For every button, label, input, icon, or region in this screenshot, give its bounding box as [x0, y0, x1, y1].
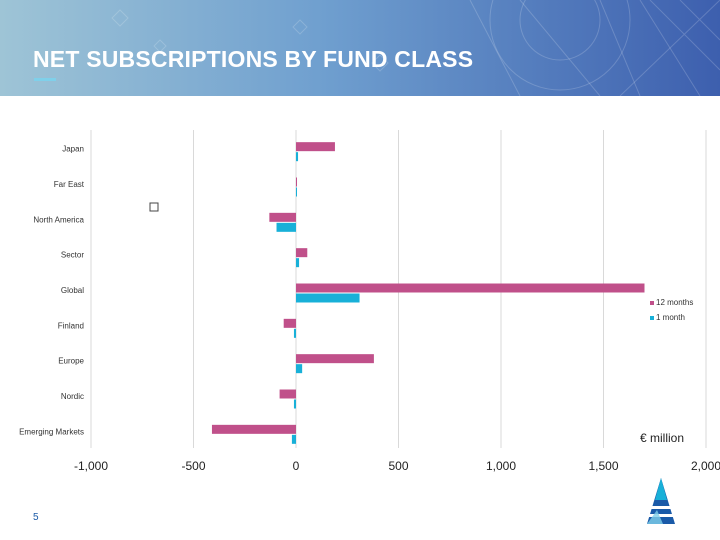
bar-12-months [296, 177, 297, 187]
bar-1-month [296, 152, 299, 162]
category-label: Japan [62, 145, 84, 154]
x-tick-label: -1,000 [74, 459, 108, 473]
page-number: 5 [33, 512, 39, 523]
chart-tick-labels: -1,000 -500 0 500 1,000 1,500 2,000 [74, 459, 720, 473]
legend-label: 12 months [656, 298, 693, 307]
bar-12-months [211, 424, 296, 434]
chart-bars [211, 142, 645, 444]
slide-title: NET SUBSCRIPTIONS BY FUND CLASS [33, 46, 474, 72]
bar-1-month [296, 364, 303, 374]
legend-label: 1 month [656, 313, 685, 322]
bar-1-month [296, 187, 297, 197]
x-tick-label: -500 [181, 459, 205, 473]
bar-1-month [296, 258, 300, 268]
x-tick-label: 1,000 [486, 459, 516, 473]
x-tick-label: 2,000 [691, 459, 720, 473]
category-label: North America [33, 215, 84, 224]
category-label: Finland [58, 321, 84, 330]
bar-12-months [296, 354, 374, 364]
bar-chart: Japan Far East North America Sector Global Fi… [19, 130, 720, 473]
chart-category-labels: Japan Far East North America Sector Global Fi… [19, 145, 85, 437]
x-tick-label: 1,500 [588, 459, 618, 473]
bar-1-month [293, 328, 296, 338]
category-label: Sector [61, 251, 84, 260]
category-label: Emerging Markets [19, 427, 84, 436]
bar-1-month [296, 293, 360, 303]
title-banner: NET SUBSCRIPTIONS BY FUND CLASS [0, 0, 720, 96]
bar-12-months [296, 248, 308, 258]
category-label: Global [61, 286, 84, 295]
bar-12-months [296, 142, 335, 152]
category-label: Far East [54, 180, 85, 189]
chart-legend: 12 months 1 month [650, 298, 693, 322]
unit-label: € million [640, 431, 684, 445]
bar-1-month [276, 222, 296, 232]
bar-12-months [269, 212, 296, 222]
bar-12-months [296, 283, 645, 293]
legend-swatch [650, 316, 654, 320]
banner-pattern [111, 0, 720, 96]
category-label: Europe [58, 357, 84, 366]
stray-marker [149, 202, 159, 212]
bar-1-month [291, 434, 296, 444]
title-underline [34, 78, 56, 81]
bar-12-months [279, 389, 296, 399]
x-tick-label: 500 [388, 459, 408, 473]
triangle-logo-icon [647, 478, 675, 524]
bar-1-month [293, 399, 296, 409]
legend-swatch [650, 301, 654, 305]
bar-12-months [283, 318, 296, 328]
category-label: Nordic [61, 392, 84, 401]
x-tick-label: 0 [293, 459, 300, 473]
